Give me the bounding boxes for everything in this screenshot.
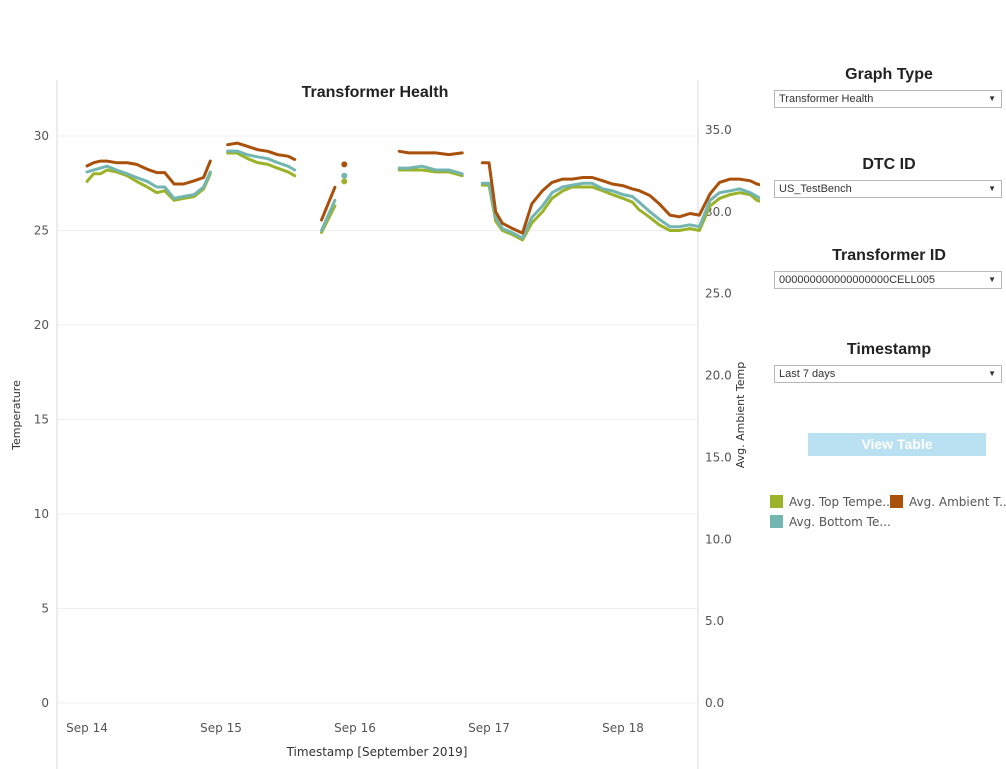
y2-axis-label: Avg. Ambient Temp xyxy=(734,362,747,469)
legend-swatch xyxy=(770,515,783,528)
chart-title: Transformer Health xyxy=(302,84,449,101)
y-tick-label: 5 xyxy=(41,602,49,616)
graph-type-value: Transformer Health xyxy=(779,93,874,105)
y2-tick-label: 25.0 xyxy=(705,287,732,301)
y-axis-ticks: 0 5 10 15 20 25 30 xyxy=(34,129,49,710)
series-line-avg-ambient-t xyxy=(226,141,297,161)
series-line-avg-top-tempe xyxy=(226,151,297,178)
legend-label: Avg. Ambient T... xyxy=(909,495,1006,509)
series-lines xyxy=(85,141,760,242)
chevron-down-icon: ▼ xyxy=(988,275,996,284)
transformer-id-dropdown[interactable]: 000000000000000000CELL005 ▼ xyxy=(774,271,1002,289)
series-line-avg-bottom-te xyxy=(320,198,337,232)
data-point xyxy=(341,178,348,185)
grid-lines xyxy=(58,135,697,704)
y2-axis-ticks: 0.0 5.0 10.0 15.0 20.0 25.0 30.0 35.0 xyxy=(705,123,732,710)
series-line-avg-bottom-te xyxy=(226,149,297,172)
y-tick-label: 20 xyxy=(34,318,49,332)
y2-tick-label: 5.0 xyxy=(705,614,724,628)
x-tick-label: Sep 16 xyxy=(334,721,376,735)
series-line-avg-ambient-t xyxy=(397,149,464,157)
y2-tick-label: 10.0 xyxy=(705,532,732,546)
y2-tick-label: 15.0 xyxy=(705,450,732,464)
dtc-id-value: US_TestBench xyxy=(779,183,852,195)
legend-item-ambient-temp[interactable]: Avg. Ambient T... xyxy=(890,495,1006,509)
series-line-avg-top-tempe xyxy=(397,168,464,178)
series-line-avg-bottom-te xyxy=(397,164,464,176)
y2-tick-label: 30.0 xyxy=(705,205,732,219)
x-tick-label: Sep 17 xyxy=(468,721,510,735)
data-point xyxy=(341,161,348,168)
x-axis-label: Timestamp [September 2019] xyxy=(286,745,468,759)
x-tick-label: Sep 15 xyxy=(200,721,242,735)
y2-tick-label: 20.0 xyxy=(705,369,732,383)
graph-type-title: Graph Type xyxy=(845,66,933,83)
transformer-id-title: Transformer ID xyxy=(832,247,946,264)
legend-label: Avg. Bottom Te... xyxy=(789,515,891,529)
series-line-avg-top-tempe xyxy=(85,168,212,202)
timestamp-title: Timestamp xyxy=(846,341,932,358)
y-tick-label: 30 xyxy=(34,129,49,143)
transformer-id-value: 000000000000000000CELL005 xyxy=(779,274,935,286)
chevron-down-icon: ▼ xyxy=(988,184,996,193)
legend-item-top-temp[interactable]: Avg. Top Tempe... xyxy=(770,495,894,509)
series-line-avg-ambient-t xyxy=(320,185,337,222)
legend-item-bottom-temp[interactable]: Avg. Bottom Te... xyxy=(770,515,891,529)
x-axis-ticks: Sep 14 Sep 15 Sep 16 Sep 17 Sep 18 xyxy=(66,721,644,735)
timestamp-dropdown[interactable]: Last 7 days ▼ xyxy=(774,365,1002,383)
x-tick-label: Sep 14 xyxy=(66,721,108,735)
y-tick-label: 0 xyxy=(41,696,49,710)
timestamp-value: Last 7 days xyxy=(779,368,836,380)
legend-label: Avg. Top Tempe... xyxy=(789,495,894,509)
series-line-avg-ambient-t xyxy=(480,161,760,235)
legend-swatch xyxy=(770,495,783,508)
view-table-button[interactable]: View Table xyxy=(808,433,986,456)
series-line-avg-bottom-te xyxy=(480,181,760,240)
y2-tick-label: 0.0 xyxy=(705,696,724,710)
series-line-avg-bottom-te xyxy=(85,164,212,200)
dtc-id-dropdown[interactable]: US_TestBench ▼ xyxy=(774,180,1002,198)
series-line-avg-ambient-t xyxy=(85,159,212,186)
y-tick-label: 25 xyxy=(34,224,49,238)
x-tick-label: Sep 18 xyxy=(602,721,644,735)
chevron-down-icon: ▼ xyxy=(988,369,996,378)
chevron-down-icon: ▼ xyxy=(988,94,996,103)
graph-type-dropdown[interactable]: Transformer Health ▼ xyxy=(774,90,1002,108)
transformer-health-chart: Transformer Health 0 5 10 15 20 25 30 0.0 5.0 10… xyxy=(10,80,760,769)
data-point xyxy=(341,172,348,179)
y2-tick-label: 35.0 xyxy=(705,123,732,137)
legend-swatch xyxy=(890,495,903,508)
y-tick-label: 15 xyxy=(34,413,49,427)
y-tick-label: 10 xyxy=(34,507,49,521)
dtc-id-title: DTC ID xyxy=(862,156,916,173)
y-axis-label: Temperature xyxy=(10,380,23,451)
